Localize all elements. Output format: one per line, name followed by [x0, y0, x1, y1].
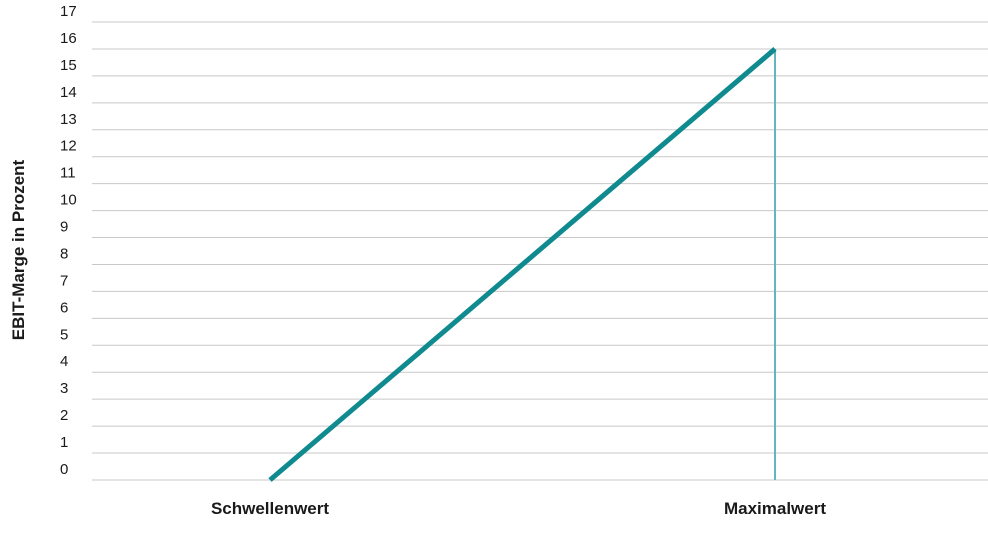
y-tick-label-16: 16 — [60, 30, 77, 47]
series-group — [268, 47, 777, 482]
y-tick-label-8: 8 — [60, 245, 68, 262]
grid-lines — [92, 21, 988, 481]
y-tick-label-13: 13 — [60, 111, 77, 128]
y-tick-label-6: 6 — [60, 299, 68, 316]
y-tick-label-3: 3 — [60, 380, 68, 397]
y-axis-title: EBIT-Marge in Prozent — [9, 159, 28, 340]
series-line-0 — [268, 47, 777, 482]
y-tick-label-10: 10 — [60, 192, 77, 209]
x-category-labels: Schwellenwert Maximalwert — [211, 499, 826, 518]
y-tick-label-9: 9 — [60, 219, 68, 236]
y-tick-label-15: 15 — [60, 57, 77, 74]
x-category-label-0: Schwellenwert — [211, 499, 329, 518]
y-tick-label-14: 14 — [60, 84, 77, 101]
y-tick-label-0: 0 — [60, 461, 68, 478]
x-category-label-1: Maximalwert — [724, 499, 826, 518]
y-tick-label-12: 12 — [60, 138, 77, 155]
y-tick-label-17: 17 — [60, 3, 77, 20]
y-tick-label-7: 7 — [60, 272, 68, 289]
y-tick-label-1: 1 — [60, 434, 68, 451]
y-tick-label-2: 2 — [60, 407, 68, 424]
y-tick-label-11: 11 — [60, 165, 76, 182]
y-tick-label-4: 4 — [60, 353, 68, 370]
y-tick-label-5: 5 — [60, 326, 68, 343]
